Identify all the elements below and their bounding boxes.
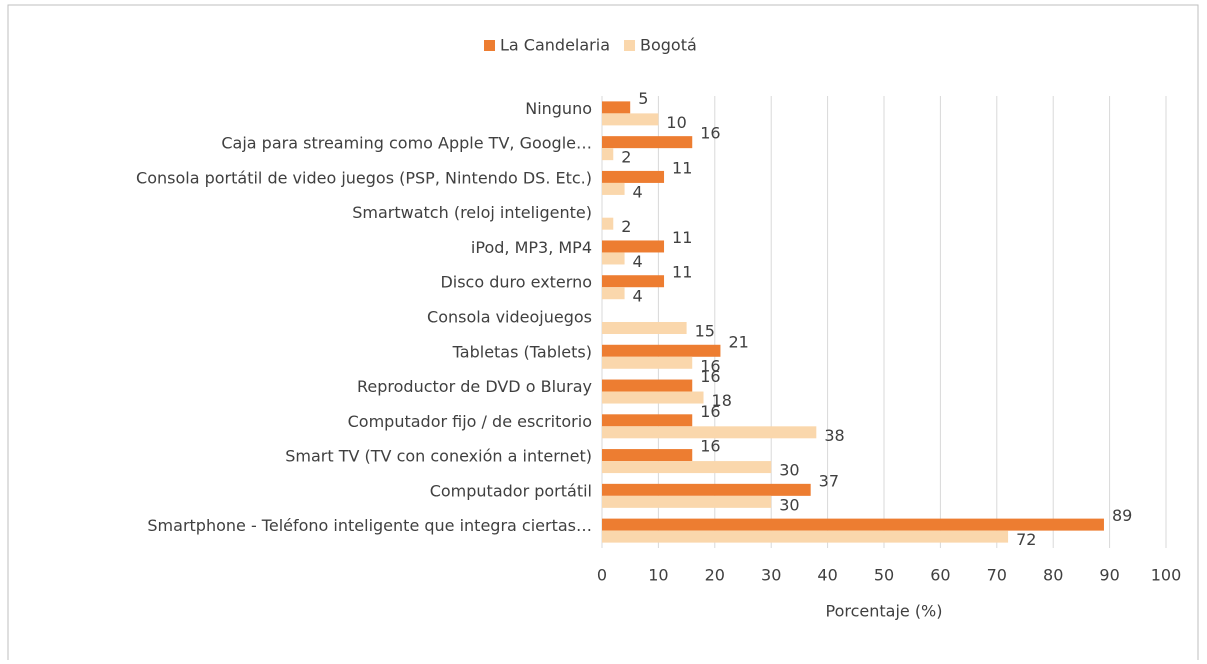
x-tick-label: 20 — [705, 566, 725, 585]
bar — [602, 426, 817, 439]
y-tick-label: Smartwatch (reloj inteligente) — [352, 203, 592, 222]
bar — [602, 495, 772, 508]
bar — [602, 461, 772, 474]
data-label: 10 — [666, 113, 686, 132]
x-tick-label: 40 — [817, 566, 837, 585]
y-tick-label: Smartphone - Teléfono inteligente que in… — [147, 516, 592, 535]
y-tick-label: Computador fijo / de escritorio — [348, 412, 592, 431]
bar — [602, 240, 665, 253]
data-label: 18 — [712, 391, 732, 410]
legend-swatch — [624, 40, 635, 51]
bar — [602, 170, 665, 183]
data-label: 4 — [633, 182, 643, 201]
bar — [602, 483, 811, 496]
legend-swatch — [484, 40, 495, 51]
data-label: 2 — [621, 148, 631, 167]
y-tick-label: Consola videojuegos — [427, 308, 592, 327]
x-tick-label: 0 — [597, 566, 607, 585]
bar — [602, 344, 721, 357]
bar — [602, 530, 1009, 543]
bar — [602, 136, 693, 149]
y-tick-label: Caja para streaming como Apple TV, Googl… — [221, 134, 592, 153]
legend-label: Bogotá — [640, 36, 697, 55]
x-tick-label: 90 — [1099, 566, 1119, 585]
data-label: 15 — [695, 322, 715, 341]
bar — [602, 275, 665, 288]
bar — [602, 217, 614, 230]
bar — [602, 101, 631, 114]
x-tick-label: 10 — [648, 566, 668, 585]
y-tick-label: Disco duro externo — [440, 273, 592, 292]
bar — [602, 449, 693, 462]
chart-border — [7, 4, 1199, 664]
legend-label: La Candelaria — [500, 36, 610, 55]
bar — [602, 252, 625, 265]
data-label: 2 — [621, 217, 631, 236]
x-tick-label: 60 — [930, 566, 950, 585]
data-label: 30 — [779, 495, 799, 514]
data-label: 5 — [638, 89, 648, 108]
bar — [602, 391, 704, 404]
data-label: 16 — [700, 367, 720, 386]
y-tick-label: iPod, MP3, MP4 — [471, 238, 592, 257]
data-label: 4 — [633, 287, 643, 306]
y-tick-label: Consola portátil de video juegos (PSP, N… — [136, 168, 592, 187]
bar — [602, 356, 693, 369]
x-tick-label: 100 — [1151, 566, 1182, 585]
data-label: 16 — [700, 356, 720, 375]
x-tick-label: 80 — [1043, 566, 1063, 585]
bar — [602, 113, 659, 126]
data-label: 11 — [672, 263, 692, 282]
bar — [602, 518, 1104, 531]
bar — [602, 287, 625, 300]
bar — [602, 148, 614, 161]
x-tick-label: 70 — [987, 566, 1007, 585]
bar — [602, 322, 687, 334]
data-label: 16 — [700, 124, 720, 143]
y-tick-label: Smart TV (TV con conexión a internet) — [285, 447, 592, 466]
data-label: 4 — [633, 252, 643, 271]
bar — [602, 379, 693, 392]
data-label: 30 — [779, 461, 799, 480]
data-label: 16 — [700, 402, 720, 421]
y-tick-label: Tabletas (Tablets) — [452, 342, 592, 361]
y-tick-label: Reproductor de DVD o Bluray — [357, 377, 592, 396]
x-axis-label: Porcentaje (%) — [825, 602, 942, 621]
data-label: 11 — [672, 158, 692, 177]
data-label: 21 — [728, 332, 748, 351]
x-tick-label: 50 — [874, 566, 894, 585]
data-label: 72 — [1016, 530, 1036, 549]
data-label: 11 — [672, 228, 692, 247]
y-tick-label: Computador portátil — [430, 481, 592, 500]
data-label: 37 — [819, 471, 839, 490]
data-label: 89 — [1112, 506, 1132, 525]
bar — [602, 182, 625, 195]
data-label: 16 — [700, 437, 720, 456]
bar — [602, 414, 693, 427]
data-label: 38 — [824, 426, 844, 445]
y-tick-label: Ninguno — [525, 99, 592, 118]
x-tick-label: 30 — [761, 566, 781, 585]
